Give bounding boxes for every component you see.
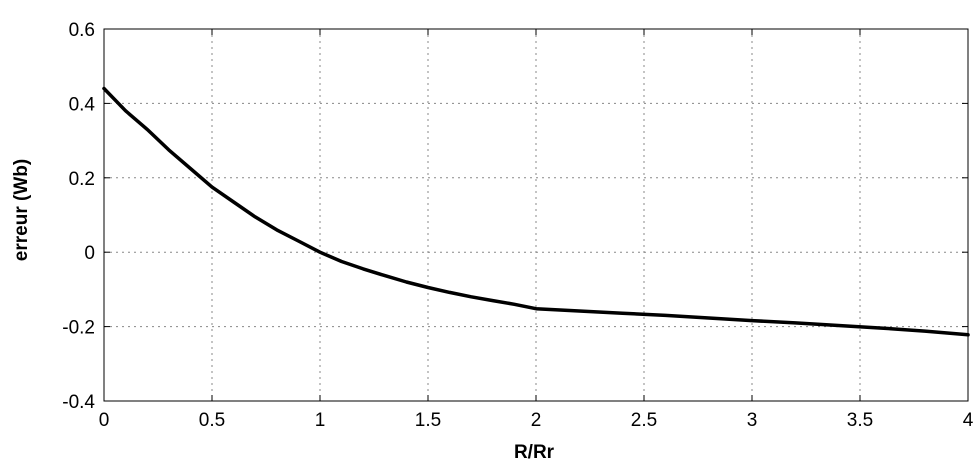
x-tick-label: 4: [963, 410, 974, 431]
series-layer: [102, 86, 970, 337]
series-line-0: [102, 86, 970, 337]
y-tick-label: -0.4: [62, 392, 95, 413]
x-tick-label: 2: [531, 410, 542, 431]
x-tick-label: 1.5: [415, 410, 441, 431]
x-tick-label: 3.5: [847, 410, 873, 431]
y-tick-label: 0.2: [69, 169, 95, 190]
x-tick-label: 3: [747, 410, 758, 431]
x-tick-label: 0: [99, 410, 110, 431]
y-axis-label: erreur (Wb): [11, 159, 32, 261]
grid: [104, 29, 968, 401]
y-tick-label: 0.6: [69, 20, 95, 41]
x-axis-label: R/Rr: [514, 442, 555, 463]
ticks: 0 0.5 1 1.5 2 2.5 3 3.5 4 0.6 0.4 0.2 0 -0.2 -0.4: [62, 20, 973, 431]
y-tick-label: 0.4: [69, 94, 96, 115]
x-tick-label: 0.5: [199, 410, 225, 431]
x-tick-label: 1: [315, 410, 326, 431]
y-tick-label: -0.2: [62, 318, 95, 339]
y-tick-label: 0: [84, 243, 95, 264]
x-tick-label: 2.5: [631, 410, 657, 431]
